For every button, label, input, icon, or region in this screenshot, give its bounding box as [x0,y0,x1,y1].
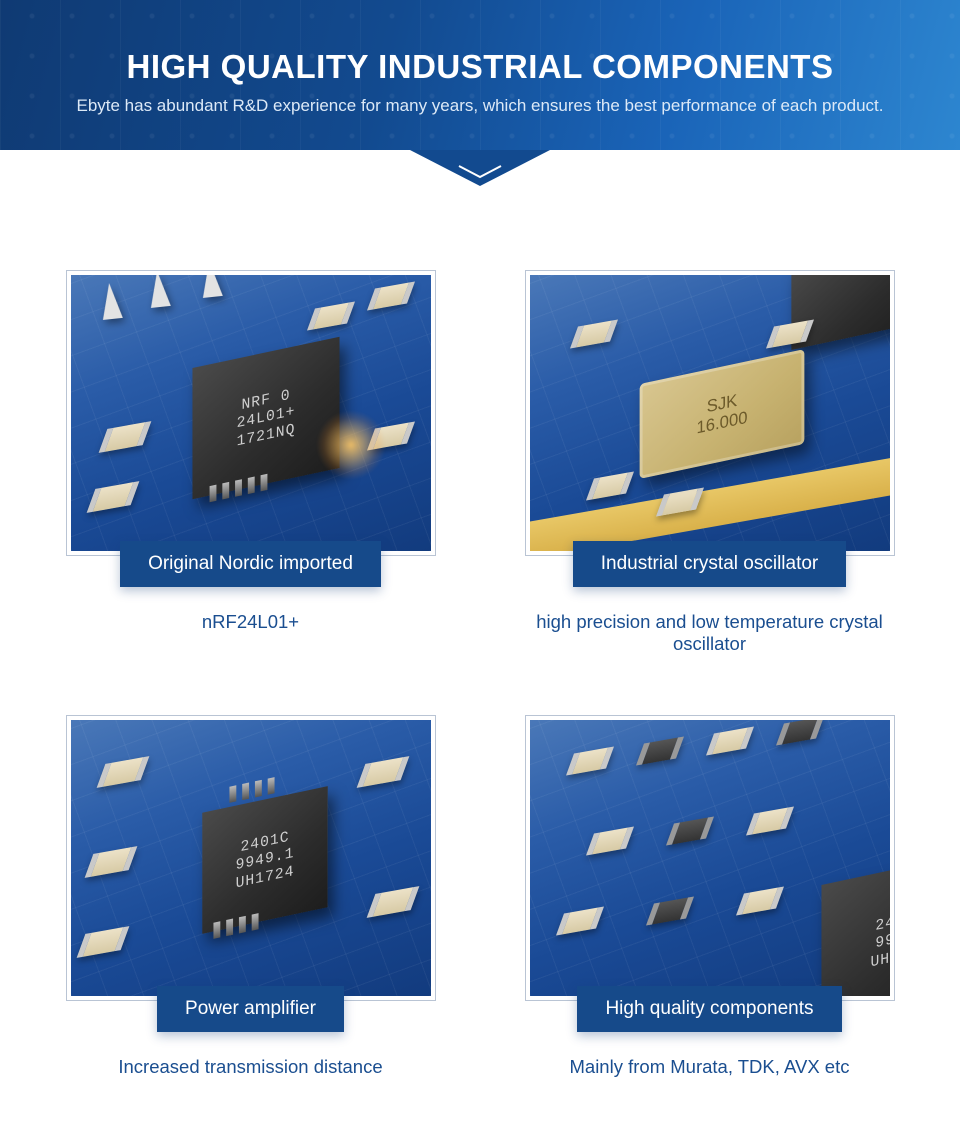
card-caption: Increased transmission distance [64,1056,437,1078]
chip-icon: 2401 9949 UH172 [821,854,890,996]
chip-marking: 2401C 9949.1 UH1724 [235,828,294,893]
card-nordic: NRF 0 24L01+ 1721NQ Original Nordic impo… [64,270,437,655]
card-badge: Original Nordic imported [120,541,381,587]
pcb-render: SJK 16.000 [530,275,890,551]
pcb-render: NRF 0 24L01+ 1721NQ [71,275,431,551]
pcb-render: 2401C 9949.1 UH1724 [71,720,431,996]
card-frame: 2401C 9949.1 UH1724 [66,715,436,1001]
chip-marking: 2401 9949 UH172 [870,909,890,972]
chip-icon: 2401C 9949.1 UH1724 [202,786,328,934]
lens-flare-icon [316,410,386,480]
card-frame: 2401 9949 UH172 [525,715,895,1001]
crystal-oscillator-icon: SJK 16.000 [639,349,804,479]
card-frame: NRF 0 24L01+ 1721NQ [66,270,436,556]
card-badge: Industrial crystal oscillator [573,541,847,587]
card-passives: 2401 9949 UH172 High quality components … [523,715,896,1078]
card-badge: Power amplifier [157,986,344,1032]
card-caption: high precision and low temperature cryst… [523,611,896,655]
xtal-marking: SJK 16.000 [696,390,747,439]
card-badge: High quality components [577,986,841,1032]
component-grid: NRF 0 24L01+ 1721NQ Original Nordic impo… [0,150,960,1078]
card-frame: SJK 16.000 [525,270,895,556]
hero-banner: HIGH QUALITY INDUSTRIAL COMPONENTS Ebyte… [0,0,960,150]
card-crystal: SJK 16.000 Industrial crystal oscillator… [523,270,896,655]
pcb-render: 2401 9949 UH172 [530,720,890,996]
card-caption: nRF24L01+ [64,611,437,633]
chip-marking: NRF 0 24L01+ 1721NQ [236,386,295,451]
card-caption: Mainly from Murata, TDK, AVX etc [523,1056,896,1078]
hero-subtitle: Ebyte has abundant R&D experience for ma… [0,96,960,116]
hero-title: HIGH QUALITY INDUSTRIAL COMPONENTS [0,48,960,86]
card-pa: 2401C 9949.1 UH1724 Power amplifier Incr… [64,715,437,1078]
